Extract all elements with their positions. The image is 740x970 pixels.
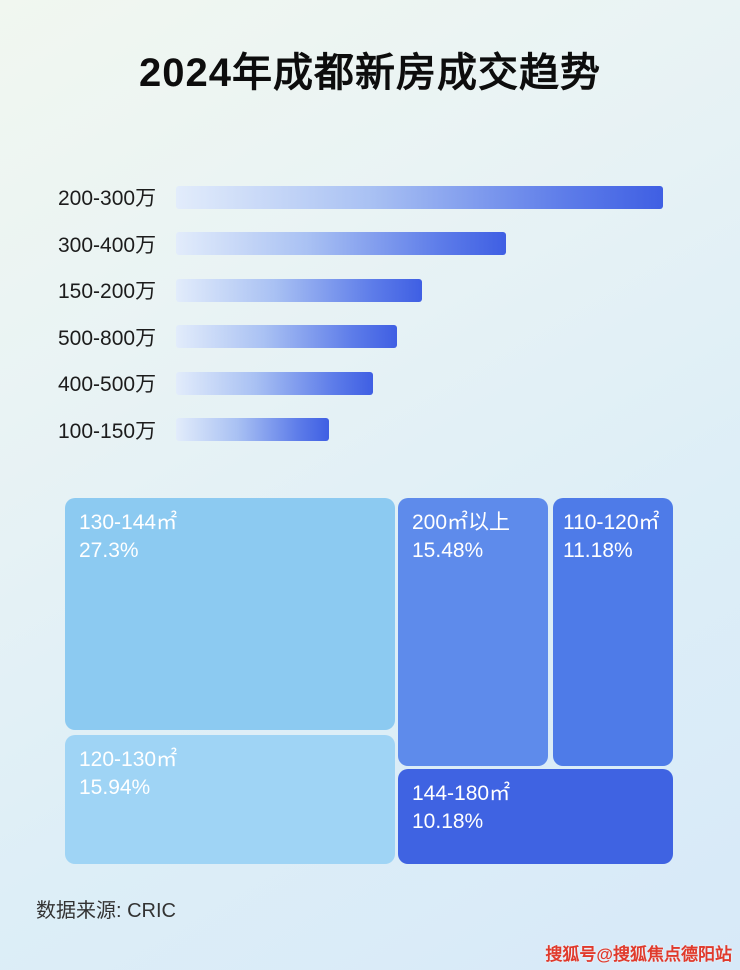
treemap-block-144-180: 144-180㎡ 10.18%: [398, 769, 673, 864]
treemap-percent: 15.48%: [412, 539, 484, 563]
bar-category-label: 500-800万: [58, 326, 157, 350]
bar-150-200: [176, 278, 422, 302]
bar-row: 150-200万: [58, 267, 683, 314]
bar-300-400: [176, 232, 506, 256]
bar-row: 300-400万: [58, 221, 683, 268]
bar-category-label: 200-300万: [58, 187, 157, 211]
bar-500-800: [176, 325, 398, 349]
bar-row: 500-800万: [58, 314, 683, 361]
bar-row: 400-500万: [58, 360, 683, 407]
treemap-block-200-plus: 200㎡以上 15.48%: [398, 498, 548, 766]
bar-track: [176, 371, 668, 395]
bar-200-300: [176, 185, 664, 209]
bar-400-500: [176, 371, 373, 395]
page-title: 2024年成都新房成交趋势: [139, 51, 601, 95]
treemap-block-130-144: 130-144㎡ 27.3%: [65, 498, 395, 730]
treemap-percent: 10.18%: [412, 810, 484, 834]
treemap-percent: 27.3%: [79, 539, 139, 563]
bar-row: 100-150万: [58, 407, 683, 454]
bar-track: [176, 232, 668, 256]
bar-row: 200-300万: [58, 174, 683, 221]
treemap-label: 110-120㎡: [563, 511, 660, 534]
treemap-block-110-120: 110-120㎡ 11.18%: [553, 498, 673, 766]
area-share-treemap: 130-144㎡ 27.3% 120-130㎡ 15.94% 200㎡以上 15…: [65, 498, 673, 864]
treemap-label: 120-130㎡: [79, 748, 178, 771]
price-range-bar-chart: 200-300万 300-400万 150-200万 500-800万 400-…: [58, 174, 683, 453]
treemap-label: 130-144㎡: [79, 511, 178, 534]
watermark: 搜狐号@搜狐焦点德阳站: [545, 945, 732, 964]
bar-category-label: 400-500万: [58, 373, 157, 397]
data-source-note: 数据来源: CRIC: [36, 900, 176, 922]
treemap-label: 144-180㎡: [412, 782, 511, 805]
treemap-percent: 11.18%: [563, 539, 633, 563]
bar-100-150: [176, 418, 329, 442]
bar-category-label: 300-400万: [58, 233, 157, 257]
bar-track: [176, 278, 668, 302]
treemap-percent: 15.94%: [79, 776, 151, 800]
bar-track: [176, 325, 668, 349]
bar-category-label: 150-200万: [58, 280, 157, 304]
bar-track: [176, 185, 668, 209]
bar-category-label: 100-150万: [58, 419, 157, 443]
treemap-block-120-130: 120-130㎡ 15.94%: [65, 735, 395, 864]
bar-track: [176, 418, 668, 442]
treemap-label: 200㎡以上: [412, 511, 511, 534]
